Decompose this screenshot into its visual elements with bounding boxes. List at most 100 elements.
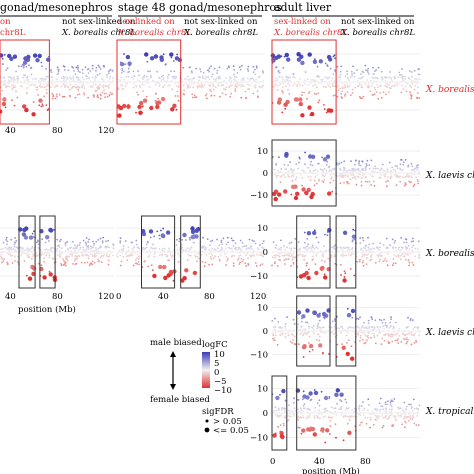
data-point — [10, 84, 13, 87]
legend-tick-m10: −10 — [214, 386, 232, 396]
data-point — [211, 263, 214, 266]
data-point — [272, 411, 274, 413]
data-point — [276, 84, 279, 87]
data-point — [35, 81, 37, 83]
data-point — [136, 263, 139, 265]
data-point — [16, 81, 19, 84]
data-point — [286, 316, 288, 318]
data-point — [210, 84, 212, 86]
data-point — [277, 409, 280, 411]
data-point — [321, 259, 323, 262]
data-point — [83, 92, 85, 94]
data-point — [187, 253, 190, 256]
data-point — [309, 409, 312, 412]
data-point — [44, 78, 47, 81]
data-point — [238, 257, 240, 260]
data-point — [13, 243, 16, 246]
data-point — [221, 92, 224, 95]
data-point — [333, 255, 335, 258]
data-point — [385, 332, 387, 335]
data-point — [9, 56, 14, 61]
data-point — [233, 68, 236, 71]
data-point — [302, 394, 307, 399]
data-point — [303, 83, 306, 85]
data-point — [240, 250, 243, 253]
data-point — [153, 253, 156, 255]
data-point — [208, 78, 211, 81]
data-point — [276, 54, 282, 59]
data-point — [402, 413, 404, 415]
data-point — [305, 417, 308, 419]
data-point — [256, 81, 259, 84]
data-point — [146, 250, 148, 253]
data-point — [283, 407, 285, 410]
data-point — [100, 261, 103, 264]
data-point — [367, 322, 370, 325]
data-point — [416, 415, 418, 417]
data-point — [302, 329, 305, 331]
data-point — [58, 251, 60, 254]
data-point — [20, 246, 23, 249]
data-point — [407, 420, 410, 422]
data-point — [16, 261, 19, 263]
data-point — [78, 93, 81, 95]
data-point — [325, 409, 328, 412]
data-point — [128, 254, 131, 256]
data-point — [48, 249, 50, 252]
data-point — [340, 161, 343, 164]
data-point — [29, 250, 31, 253]
data-point — [174, 95, 177, 97]
data-point — [190, 251, 193, 254]
data-point — [287, 174, 289, 176]
data-point — [367, 398, 370, 401]
data-point — [77, 249, 80, 252]
data-point — [178, 255, 181, 257]
data-point — [224, 88, 227, 91]
data-point — [378, 177, 381, 179]
data-point — [379, 169, 382, 172]
data-point — [33, 230, 35, 233]
data-point — [353, 415, 356, 417]
data-point — [309, 175, 312, 178]
data-point — [188, 237, 191, 239]
data-point — [198, 252, 201, 255]
legend-dot-small — [205, 419, 209, 423]
data-point — [366, 330, 369, 332]
data-point — [8, 252, 11, 255]
data-point — [418, 170, 420, 173]
data-point — [234, 83, 237, 86]
data-point — [408, 70, 411, 72]
data-point — [313, 247, 316, 250]
data-point — [168, 269, 174, 275]
data-point — [137, 253, 139, 256]
data-point — [170, 107, 175, 112]
data-point — [29, 84, 32, 87]
data-point — [225, 86, 228, 89]
data-point — [367, 248, 370, 250]
data-point — [284, 407, 287, 410]
data-point — [230, 82, 232, 85]
data-point — [158, 247, 161, 250]
data-point — [171, 250, 174, 253]
data-point — [361, 261, 364, 264]
data-point — [146, 240, 149, 243]
data-point — [326, 251, 328, 253]
data-point — [338, 162, 341, 165]
data-point — [44, 248, 47, 251]
data-point — [295, 176, 298, 179]
data-point — [384, 76, 387, 78]
data-point — [283, 424, 285, 427]
data-point — [282, 81, 285, 84]
data-point — [22, 250, 24, 253]
data-point — [201, 247, 204, 249]
data-point — [406, 326, 409, 328]
data-point — [102, 84, 105, 86]
data-point — [209, 244, 211, 247]
legend: male biased female biased logFC 10 5 0 −… — [150, 338, 249, 436]
data-point — [313, 389, 316, 391]
data-point — [389, 325, 392, 328]
data-point — [87, 240, 90, 243]
data-point — [240, 257, 243, 260]
data-point — [233, 73, 235, 76]
data-point — [220, 239, 223, 242]
